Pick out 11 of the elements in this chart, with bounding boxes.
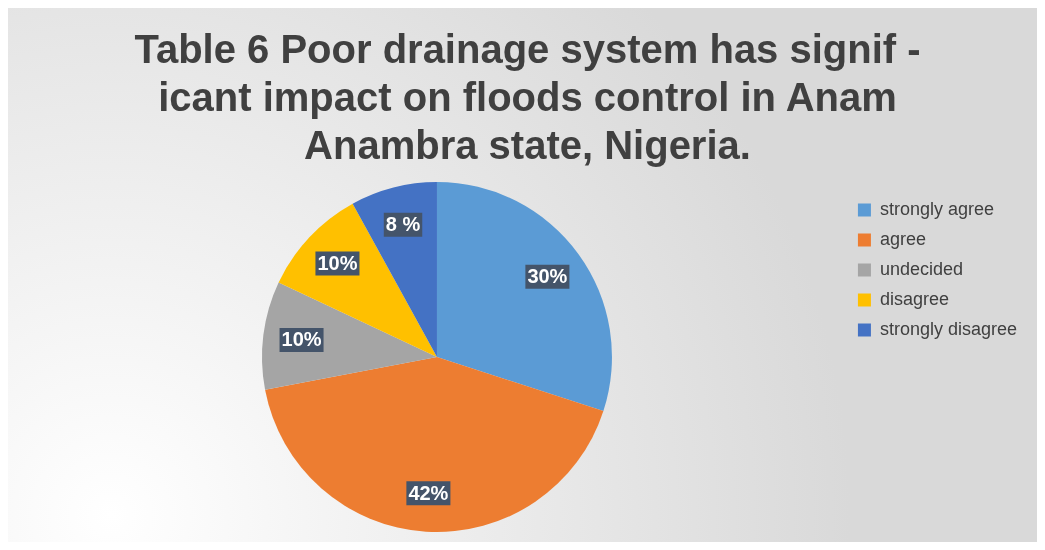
chart-title: Table 6 Poor drainage system has signif - icant impact on floods control in Anam Anambra state, Nigeria. (134, 27, 921, 168)
data-label: 10% (281, 328, 322, 351)
data-label: 30% (527, 265, 568, 288)
legend-label: strongly disagree (879, 318, 1017, 339)
data-label: 42% (408, 481, 449, 504)
legend-label: undecided (879, 258, 963, 279)
data-label: 8 % (385, 213, 421, 236)
legend-label: strongly agree (879, 198, 994, 219)
legend-label: agree (879, 228, 926, 249)
data-label: 10% (317, 252, 358, 275)
legend-label: disagree (879, 288, 949, 309)
